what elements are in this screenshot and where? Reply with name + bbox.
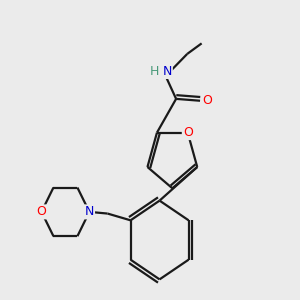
Text: H: H (150, 65, 159, 78)
Text: O: O (202, 94, 212, 107)
Text: O: O (37, 206, 46, 218)
Text: N: N (85, 206, 94, 218)
Text: N: N (163, 65, 172, 78)
Text: O: O (183, 126, 193, 139)
